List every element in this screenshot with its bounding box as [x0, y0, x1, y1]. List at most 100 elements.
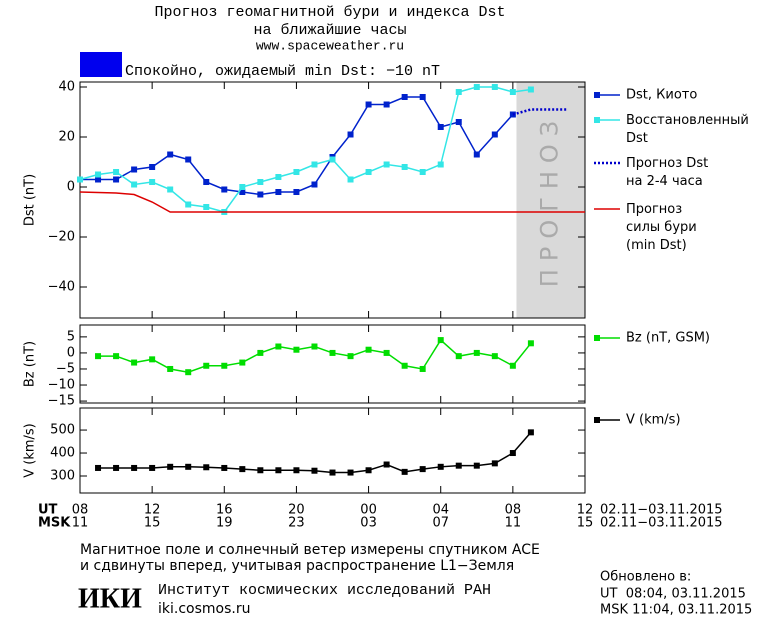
legend-marker — [594, 92, 600, 98]
y-tick-label: 5 — [67, 329, 75, 344]
point — [293, 189, 300, 195]
legend-label: V (km/s) — [626, 413, 681, 428]
y-tick-label: 0 — [67, 345, 75, 360]
note: и сдвинуты вперед, учитывая распростране… — [80, 558, 514, 574]
point — [275, 467, 282, 474]
note: Магнитное поле и солнечный ветер измерен… — [80, 542, 540, 558]
point — [527, 340, 534, 347]
point — [329, 469, 336, 476]
point — [113, 176, 120, 183]
point — [203, 204, 210, 210]
point — [383, 101, 390, 108]
point — [185, 156, 192, 163]
point — [437, 124, 444, 130]
point — [239, 189, 246, 195]
legend-label: Восстановленный Dst — [626, 113, 749, 146]
point — [257, 179, 264, 185]
point — [167, 463, 174, 470]
point — [455, 89, 462, 95]
x-date: 02.11−03.11.2015 — [600, 503, 723, 518]
point — [383, 349, 390, 356]
point — [419, 466, 426, 473]
plot-frame — [79, 324, 586, 404]
x-label: UT — [38, 503, 58, 518]
x-tick-label: 16 — [216, 503, 233, 518]
point — [473, 349, 480, 356]
series-line — [79, 191, 585, 213]
status: Спокойно, ожидаемый min Dst: −10 nT — [125, 63, 440, 80]
legend-label: Dst, Киото — [626, 88, 697, 103]
forecast-region — [516, 82, 585, 318]
series-line — [98, 431, 532, 474]
point — [419, 94, 426, 100]
point — [455, 353, 462, 360]
updated-ut: UT 08:04, 03.11.2015 — [600, 587, 746, 602]
point — [311, 181, 318, 188]
point — [257, 467, 264, 474]
y-tick-label: −10 — [48, 378, 75, 393]
point — [509, 450, 516, 457]
point — [203, 362, 210, 369]
point — [347, 131, 354, 138]
point — [149, 356, 156, 363]
point — [131, 181, 138, 188]
legend-marker — [594, 417, 600, 423]
point — [455, 119, 462, 125]
point — [275, 174, 282, 180]
point — [509, 89, 516, 95]
point — [419, 169, 426, 175]
updated-msk: MSK 11:04, 03.11.2015 — [600, 603, 752, 618]
point — [131, 464, 138, 471]
updated: Обновлено в: — [600, 570, 691, 585]
series-line — [512, 108, 567, 116]
point — [491, 131, 498, 138]
y-tick-label: −20 — [48, 230, 75, 245]
x-tick-label: 12 — [577, 503, 594, 518]
point — [77, 176, 83, 183]
point — [311, 343, 318, 350]
point — [95, 171, 102, 178]
legend-marker — [594, 117, 600, 123]
point — [185, 201, 192, 208]
x-tick-label: 08 — [72, 503, 89, 518]
x2-tick-label: 19 — [216, 516, 233, 531]
legend-label: Прогноз силы бури (min Dst) — [626, 202, 697, 253]
point — [113, 169, 120, 175]
point — [185, 369, 192, 376]
x2-tick-label: 11 — [72, 516, 89, 531]
point — [149, 179, 156, 185]
point — [347, 176, 354, 183]
point — [401, 468, 408, 475]
y-label: Dst (nT) — [23, 174, 38, 226]
point — [365, 101, 372, 108]
point — [149, 464, 156, 471]
series-line — [79, 86, 531, 213]
x-tick-label: 00 — [360, 503, 377, 518]
point — [437, 337, 444, 344]
y-label: Bz (nT) — [23, 341, 38, 387]
x2-label: MSK — [38, 516, 71, 531]
point — [365, 346, 372, 353]
x-tick-label: 20 — [288, 503, 305, 518]
point — [401, 362, 408, 369]
point — [167, 365, 174, 372]
point — [239, 184, 246, 190]
point — [383, 161, 390, 168]
point — [329, 156, 336, 163]
y-tick-label: 0 — [67, 180, 75, 195]
point — [365, 169, 372, 175]
x-tick-label: 04 — [432, 503, 449, 518]
point — [293, 346, 300, 353]
point — [455, 462, 462, 469]
x2-tick-label: 23 — [288, 516, 305, 531]
point — [167, 186, 174, 193]
point — [401, 94, 408, 100]
legend-marker — [594, 335, 600, 341]
y-tick-label: 40 — [58, 80, 75, 95]
plot-frame — [79, 81, 586, 319]
point — [149, 164, 156, 170]
point — [257, 349, 264, 356]
x2-tick-label: 15 — [144, 516, 161, 531]
point — [347, 469, 354, 476]
legend-label: Bz (nT, GSM) — [626, 331, 710, 346]
